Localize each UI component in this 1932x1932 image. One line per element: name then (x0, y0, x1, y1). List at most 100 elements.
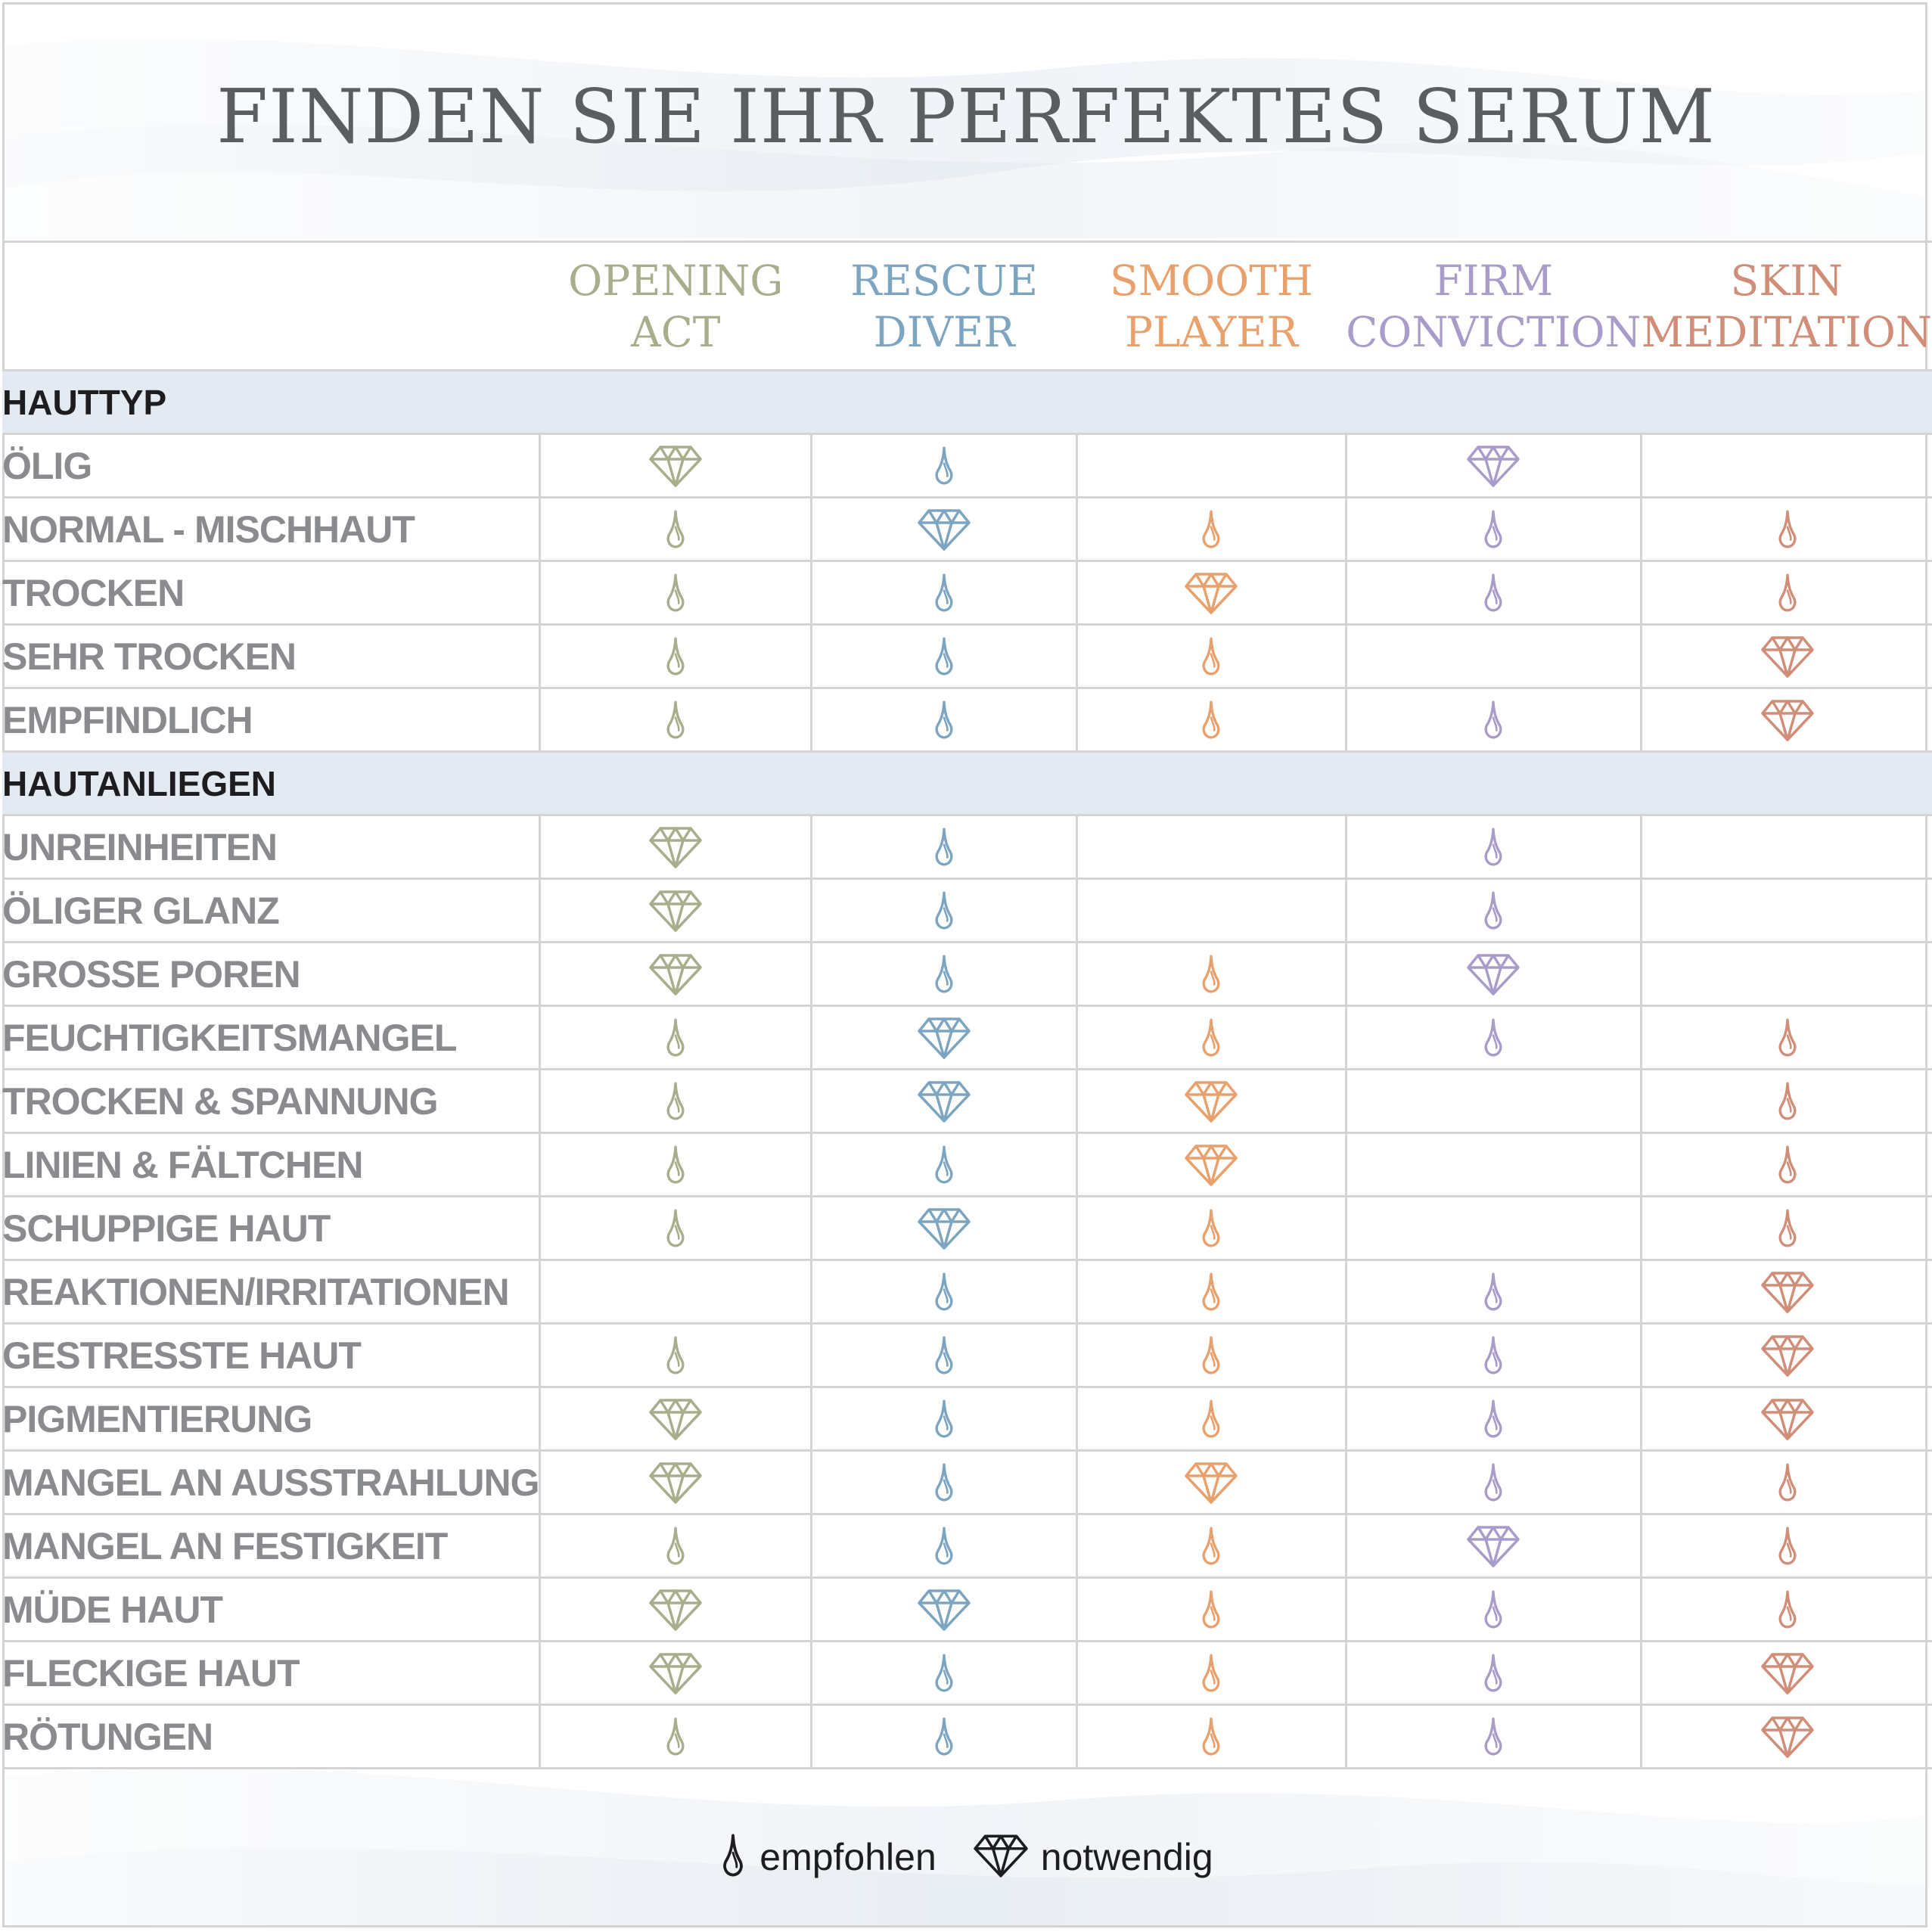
drop-icon (541, 636, 810, 677)
mark-cell (1344, 815, 1642, 880)
diamond-icon (812, 1016, 1076, 1060)
drop-icon (541, 1526, 810, 1567)
mark-cell (809, 942, 1077, 1007)
diamond-icon (1642, 1651, 1932, 1695)
row-label: MANGEL AN FESTIGKEIT (2, 1514, 540, 1579)
drop-icon (1078, 954, 1344, 995)
mark-cell (1344, 624, 1642, 689)
mark-cell (539, 1704, 812, 1769)
mark-cell (1640, 433, 1932, 499)
row-label: NORMAL - MISCHHAUT (2, 497, 540, 562)
mark-cell (539, 815, 812, 880)
drop-icon (1347, 1462, 1640, 1503)
mark-cell (539, 1005, 812, 1070)
column-header-line2: DIVER (873, 307, 1015, 356)
mark-cell (1640, 624, 1932, 689)
drop-icon (1642, 1589, 1932, 1630)
mark-cell (1076, 878, 1346, 943)
drop-icon (812, 890, 1076, 931)
column-header-line1: SMOOTH (1110, 256, 1313, 305)
drop-icon (812, 1462, 1076, 1503)
row-label: LINIEN & FÄLTCHEN (2, 1132, 540, 1197)
mark-cell (1076, 1069, 1346, 1134)
diamond-icon (812, 1588, 1076, 1632)
row-label: SEHR TROCKEN (2, 624, 540, 689)
legend-item-necessary: notwendig (973, 1833, 1213, 1882)
drop-icon (541, 1716, 810, 1757)
table-row: MANGEL AN AUSSTRAHLUNG (2, 1450, 1932, 1515)
mark-cell (1076, 942, 1346, 1007)
mark-cell (1076, 497, 1346, 562)
column-header-line2: PLAYER (1125, 307, 1298, 356)
drop-icon (812, 1145, 1076, 1185)
mark-cell (1640, 1005, 1932, 1070)
diamond-icon (812, 1079, 1076, 1123)
drop-icon (812, 636, 1076, 677)
drop-icon (1347, 890, 1640, 931)
diamond-icon (812, 508, 1076, 551)
legend: empfohlen notwendig (0, 1831, 1932, 1884)
mark-cell (539, 561, 812, 626)
table-body: HAUTTYP ÖLIG NORMAL - MISCHHAUT TROCKEN SEHR… (2, 370, 1932, 1769)
section-row: HAUTANLIEGEN (2, 751, 1932, 816)
diamond-icon (541, 889, 810, 933)
mark-cell (1344, 1196, 1642, 1261)
diamond-icon (541, 952, 810, 996)
mark-cell (1076, 1704, 1346, 1769)
row-label: REAKTIONEN/IRRITATIONEN (2, 1260, 540, 1325)
drop-icon (719, 1832, 747, 1883)
mark-cell (1344, 878, 1642, 943)
diamond-icon (541, 825, 810, 869)
diamond-icon (1347, 1524, 1640, 1568)
diamond-icon (1078, 1079, 1344, 1123)
drop-icon (1078, 1526, 1344, 1567)
table-row: EMPFINDLICH (2, 688, 1932, 753)
drop-icon (541, 1145, 810, 1185)
header-row: OPENING ACT RESCUE DIVER SMOOTH PLAYER FIRM… (2, 241, 1932, 371)
diamond-icon (541, 1461, 810, 1505)
column-header-line2: CONVICTION (1346, 307, 1642, 356)
mark-cell (539, 1387, 812, 1452)
column-header: SKIN MEDITATION (1641, 241, 1932, 371)
row-label: RÖTUNGEN (2, 1704, 540, 1769)
mark-cell (539, 688, 812, 753)
mark-cell (1076, 1323, 1346, 1388)
mark-cell (1344, 1005, 1642, 1070)
mark-cell (1076, 1577, 1346, 1642)
column-header-line1: OPENING (568, 256, 784, 305)
drop-icon (1347, 509, 1640, 550)
mark-cell (1076, 624, 1346, 689)
table-row: FLECKIGE HAUT (2, 1641, 1932, 1706)
table-row: ÖLIG (2, 433, 1932, 499)
row-label: MÜDE HAUT (2, 1577, 540, 1642)
mark-cell (1076, 1196, 1346, 1261)
drop-icon (541, 509, 810, 550)
diamond-icon (1347, 444, 1640, 488)
mark-cell (809, 1387, 1077, 1452)
mark-cell (1344, 1260, 1642, 1325)
mark-cell (1344, 688, 1642, 753)
row-label: ÖLIGER GLANZ (2, 878, 540, 943)
table-row: RÖTUNGEN (2, 1704, 1932, 1769)
mark-cell (539, 624, 812, 689)
row-label: SCHUPPIGE HAUT (2, 1196, 540, 1261)
table-row: MANGEL AN FESTIGKEIT (2, 1514, 1932, 1579)
table-row: TROCKEN (2, 561, 1932, 626)
mark-cell (539, 1577, 812, 1642)
mark-cell (1344, 497, 1642, 562)
mark-cell (1076, 561, 1346, 626)
mark-cell (809, 1577, 1077, 1642)
mark-cell (1344, 1450, 1642, 1515)
diamond-icon (541, 444, 810, 488)
row-label: TROCKEN (2, 561, 540, 626)
diamond-icon (1642, 1397, 1932, 1441)
column-header: RESCUE DIVER (811, 241, 1077, 371)
table-row: TROCKEN & SPANNUNG (2, 1069, 1932, 1134)
mark-cell (1640, 1132, 1932, 1197)
legend-item-recommended: empfohlen (719, 1832, 936, 1883)
mark-cell (1344, 433, 1642, 499)
drop-icon (541, 1081, 810, 1122)
row-label: PIGMENTIERUNG (2, 1387, 540, 1452)
table-row: ÖLIGER GLANZ (2, 878, 1932, 943)
mark-cell (809, 1450, 1077, 1515)
